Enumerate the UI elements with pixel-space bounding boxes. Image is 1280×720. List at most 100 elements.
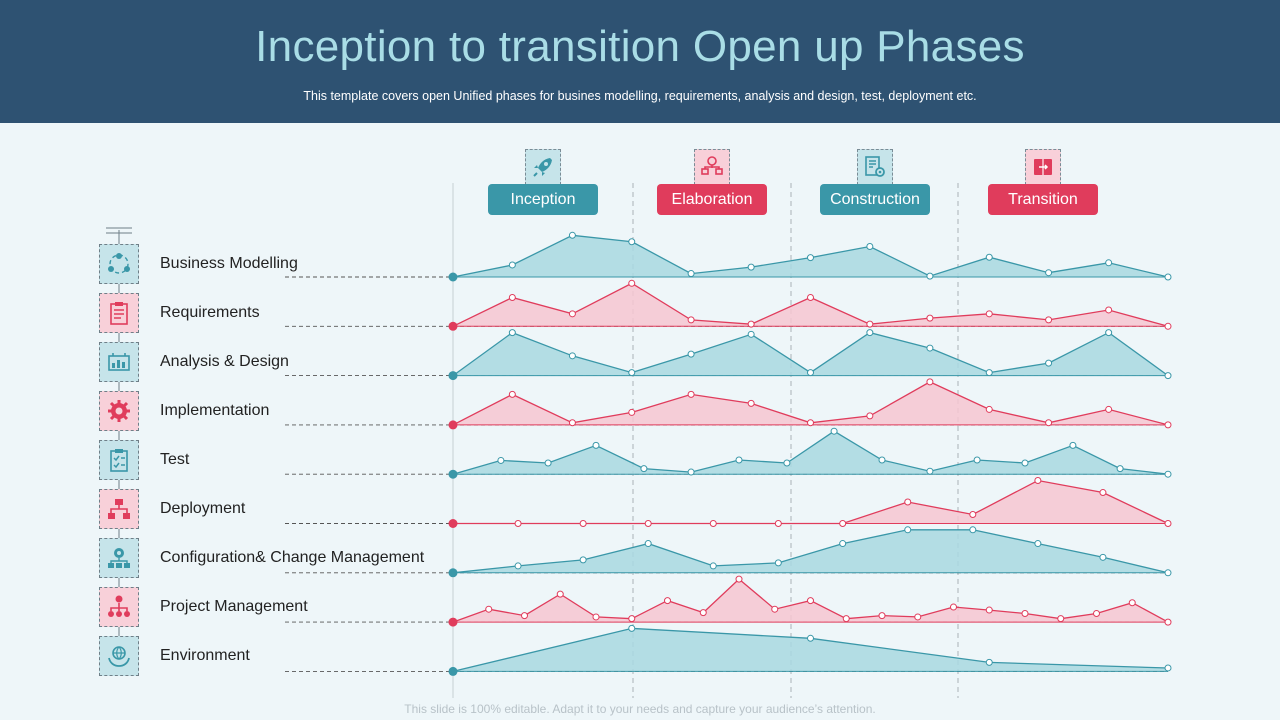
activity-point	[521, 612, 528, 620]
checklist-icon	[99, 440, 139, 480]
activity-point	[1034, 477, 1042, 484]
activity-point	[556, 590, 564, 598]
transfer-icon	[1025, 149, 1061, 185]
activity-point	[568, 352, 576, 360]
phase-elaboration: Elaboration	[657, 184, 767, 215]
footer-note: This slide is 100% editable. Adapt it to…	[404, 702, 876, 716]
activity-area	[453, 480, 1168, 524]
activity-start-point	[448, 568, 458, 578]
activity-point	[926, 378, 934, 386]
activity-point	[664, 597, 671, 605]
discipline-label-analysis-design: Analysis & Design	[160, 353, 289, 370]
activity-start-point	[448, 519, 458, 528]
flowchart-icon	[694, 149, 730, 185]
activity-point	[1045, 419, 1053, 427]
activity-point	[592, 613, 600, 621]
business-cycle-icon	[99, 244, 139, 284]
activity-point	[687, 468, 695, 476]
phase-transition: Transition	[988, 184, 1098, 215]
activity-point	[926, 467, 934, 475]
activity-point	[807, 293, 814, 301]
activity-point	[807, 369, 814, 377]
activity-point	[1164, 421, 1172, 429]
blueprint-gear-icon	[857, 149, 893, 185]
discipline-label-requirements: Requirements	[160, 304, 260, 321]
clipboard-list-icon	[99, 293, 139, 333]
activity-start-point	[448, 321, 458, 331]
activity-point	[839, 520, 847, 527]
activity-point	[628, 408, 636, 416]
activity-point	[878, 456, 886, 464]
activity-line	[452, 529, 1169, 574]
activity-point	[1116, 465, 1124, 473]
activity-line	[452, 430, 1169, 475]
activity-point	[644, 520, 652, 527]
discipline-label-environment: Environment	[160, 647, 250, 664]
activity-point	[1164, 569, 1172, 577]
page-subtitle: This template covers open Unified phases…	[303, 89, 977, 103]
discipline-label-business-modelling: Business Modelling	[160, 255, 298, 272]
analysis-chart-icon	[99, 342, 139, 382]
rocket-icon	[525, 149, 561, 185]
activity-point	[1164, 322, 1172, 330]
activity-point	[1105, 405, 1113, 413]
activity-point	[485, 605, 493, 613]
activity-start-point	[448, 469, 458, 479]
activity-point	[628, 369, 636, 377]
activity-point	[783, 459, 791, 467]
activity-point	[1164, 520, 1172, 527]
activity-point	[807, 419, 814, 427]
activity-point	[985, 606, 993, 614]
activity-point	[579, 520, 587, 527]
activity-area	[453, 529, 1168, 573]
activity-point	[985, 658, 993, 666]
activity-point	[508, 261, 516, 269]
activity-point	[687, 316, 695, 324]
activity-point	[747, 399, 755, 407]
activity-point	[904, 498, 912, 506]
activity-point	[628, 624, 636, 632]
activity-point	[771, 605, 779, 613]
activity-point	[568, 310, 576, 318]
activity-point	[807, 634, 814, 642]
activity-start-point	[448, 272, 458, 282]
activity-point	[985, 253, 993, 261]
activity-point	[1105, 306, 1113, 314]
activity-point	[1099, 553, 1107, 561]
activity-point	[839, 540, 847, 548]
activity-point	[1128, 599, 1136, 607]
activity-point	[687, 270, 695, 278]
activity-point	[508, 329, 516, 337]
globe-hands-icon	[99, 636, 139, 676]
activity-point	[1105, 259, 1113, 267]
activity-area	[453, 381, 1168, 425]
activity-point	[747, 320, 755, 328]
activity-point	[1164, 664, 1172, 672]
activity-point	[709, 562, 717, 570]
activity-point	[830, 427, 838, 435]
activity-point	[640, 465, 648, 473]
activity-point	[904, 526, 912, 534]
activity-point	[842, 615, 850, 623]
activity-point	[747, 330, 755, 338]
activity-point	[926, 272, 934, 280]
activity-point	[568, 419, 576, 427]
activity-point	[774, 520, 782, 527]
activity-point	[1021, 459, 1029, 467]
activity-point	[1057, 615, 1065, 623]
activity-point	[774, 559, 782, 567]
org-chart-icon	[99, 587, 139, 627]
activity-point	[579, 556, 587, 564]
activity-point	[926, 314, 934, 322]
activity-area	[453, 235, 1168, 277]
activity-point	[687, 390, 695, 398]
activity-point	[969, 510, 977, 518]
activity-point	[1045, 316, 1053, 324]
activity-point	[592, 441, 600, 449]
activity-start-point	[448, 617, 458, 627]
phase-inception: Inception	[488, 184, 598, 215]
activity-point	[709, 520, 717, 527]
activity-point	[914, 613, 922, 621]
page-title: Inception to transition Open up Phases	[255, 22, 1025, 71]
header-banner	[0, 0, 1280, 123]
